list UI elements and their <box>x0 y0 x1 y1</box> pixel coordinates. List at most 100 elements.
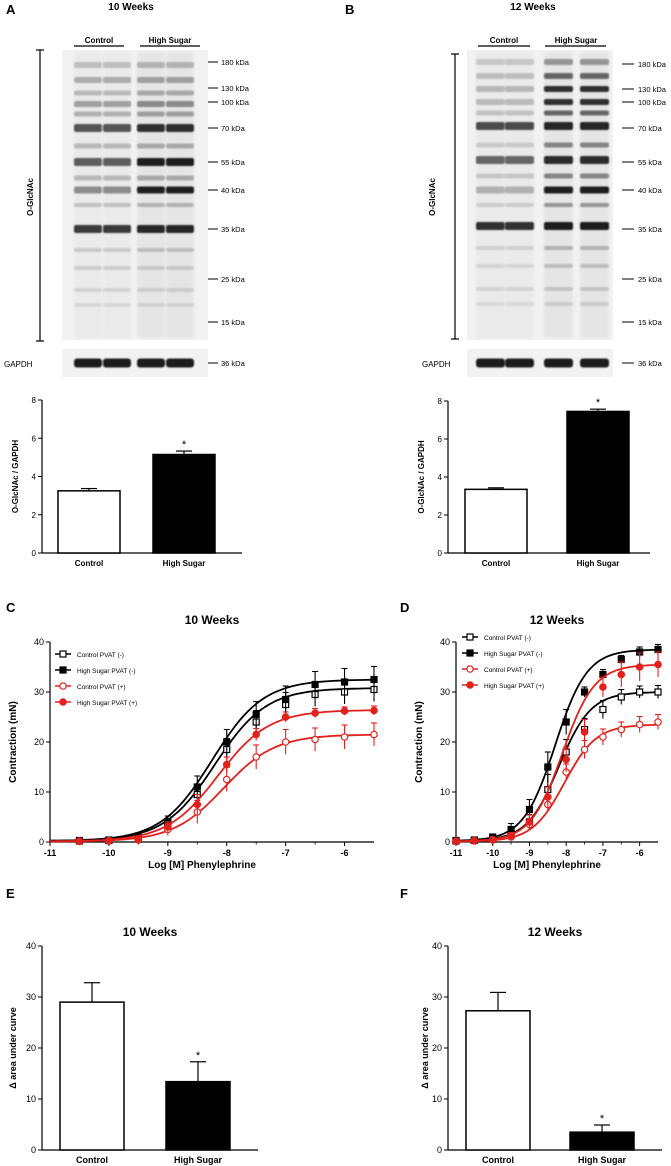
protein-band <box>166 101 194 107</box>
significance-marker: * <box>600 1113 605 1125</box>
data-point <box>654 688 662 696</box>
fit-curve <box>50 733 375 843</box>
protein-band <box>74 158 102 166</box>
data-point <box>562 755 570 764</box>
series-high-sugar-pvat <box>452 643 662 845</box>
legend-entry: High Sugar PVAT (-) <box>55 666 136 675</box>
marker-label: 180 kDa <box>638 60 667 69</box>
y-tick-label: 8 <box>32 396 37 405</box>
legend-marker <box>59 666 67 674</box>
panel-letter-b: B <box>345 2 354 17</box>
chart-title: 10 Weeks <box>123 925 178 939</box>
series-high-sugar-pvat <box>50 705 378 845</box>
protein-band <box>137 124 165 132</box>
blot-title: 12 Weeks <box>510 2 556 13</box>
protein-band <box>476 156 505 164</box>
protein-band <box>580 59 609 65</box>
protein-band <box>166 248 194 252</box>
protein-band <box>74 111 102 117</box>
protein-band <box>476 246 505 250</box>
y-axis-label: Δ area under curve <box>8 1007 18 1089</box>
legend-label: High Sugar PVAT (-) <box>77 668 136 675</box>
blot-lane <box>580 52 609 338</box>
protein-band <box>166 111 194 117</box>
protein-band <box>544 222 573 230</box>
x-tick-label: -10 <box>486 848 499 858</box>
legend-marker <box>59 682 67 690</box>
data-point <box>617 670 626 679</box>
protein-band <box>580 99 609 105</box>
x-tick-label: Control <box>76 1155 108 1165</box>
protein-band <box>505 173 534 179</box>
protein-band <box>544 142 573 148</box>
protein-band <box>74 77 102 83</box>
protein-band <box>166 158 194 166</box>
data-point <box>525 818 534 826</box>
protein-band <box>580 73 609 79</box>
protein-band <box>103 225 131 233</box>
y-tick-label: 2 <box>32 511 37 520</box>
protein-band <box>580 122 609 130</box>
protein-band <box>544 156 573 164</box>
y-tick-label: 20 <box>26 1043 36 1053</box>
y-tick-label: 8 <box>438 397 443 406</box>
legend-label: High Sugar PVAT (+) <box>484 683 544 690</box>
marker-label: 100 kDa <box>221 98 250 107</box>
protein-band <box>74 225 102 233</box>
marker-label: 55 kDa <box>221 158 246 167</box>
protein-band <box>505 246 534 250</box>
series-high-sugar-pvat <box>50 665 378 845</box>
x-tick-label: -6 <box>636 848 644 858</box>
data-point <box>252 753 260 761</box>
data-point <box>281 738 290 746</box>
x-tick-label: Control <box>482 559 510 568</box>
legend-marker <box>466 633 474 641</box>
protein-band <box>103 248 131 252</box>
protein-band <box>103 158 131 166</box>
legend-label: Control PVAT (-) <box>77 652 124 659</box>
data-point <box>223 738 231 746</box>
blot-side-label: O-GlcNAc <box>428 178 437 216</box>
western-blot-12-weeks: 12 Weeks Control High Sugar O-GlcNAc GAP… <box>422 2 667 377</box>
y-tick-label: 0 <box>32 549 37 558</box>
x-tick-label: High Sugar <box>578 1155 626 1165</box>
protein-band <box>544 122 573 130</box>
gapdh-band <box>74 358 102 368</box>
blot-lane <box>137 52 165 338</box>
blot-lane <box>476 52 505 338</box>
protein-band <box>476 59 505 65</box>
x-tick-label: -8 <box>562 848 570 858</box>
blot-lane <box>505 52 534 338</box>
data-point <box>636 688 644 696</box>
protein-band <box>103 266 131 270</box>
gapdh-band <box>505 358 534 368</box>
protein-band <box>505 186 534 194</box>
data-point <box>580 688 589 696</box>
gapdh-band <box>103 358 131 368</box>
legend-entry: High Sugar PVAT (+) <box>462 681 544 690</box>
protein-band <box>544 73 573 79</box>
bar-control <box>57 490 121 554</box>
series-high-sugar-pvat <box>452 651 662 845</box>
protein-band <box>544 186 573 194</box>
gapdh-band <box>580 358 609 368</box>
bar-control <box>464 488 528 554</box>
protein-band <box>580 287 609 291</box>
protein-band <box>476 73 505 79</box>
protein-band <box>74 248 102 252</box>
marker-label: 70 kDa <box>221 124 246 133</box>
gapdh-label: GAPDH <box>4 360 33 369</box>
protein-band <box>166 266 194 270</box>
blot-lane <box>544 52 573 338</box>
blot-title: 10 Weeks <box>108 2 154 13</box>
protein-band <box>166 288 194 292</box>
x-tick-label: -9 <box>525 848 533 858</box>
bar-high-sugar <box>566 410 630 554</box>
protein-band <box>580 86 609 92</box>
protein-band <box>505 302 534 306</box>
y-tick-label: 30 <box>26 992 36 1002</box>
y-tick-label: 0 <box>438 549 443 558</box>
data-point <box>470 836 479 845</box>
bar-high-sugar <box>165 1080 231 1151</box>
gapdh-band <box>476 358 505 368</box>
